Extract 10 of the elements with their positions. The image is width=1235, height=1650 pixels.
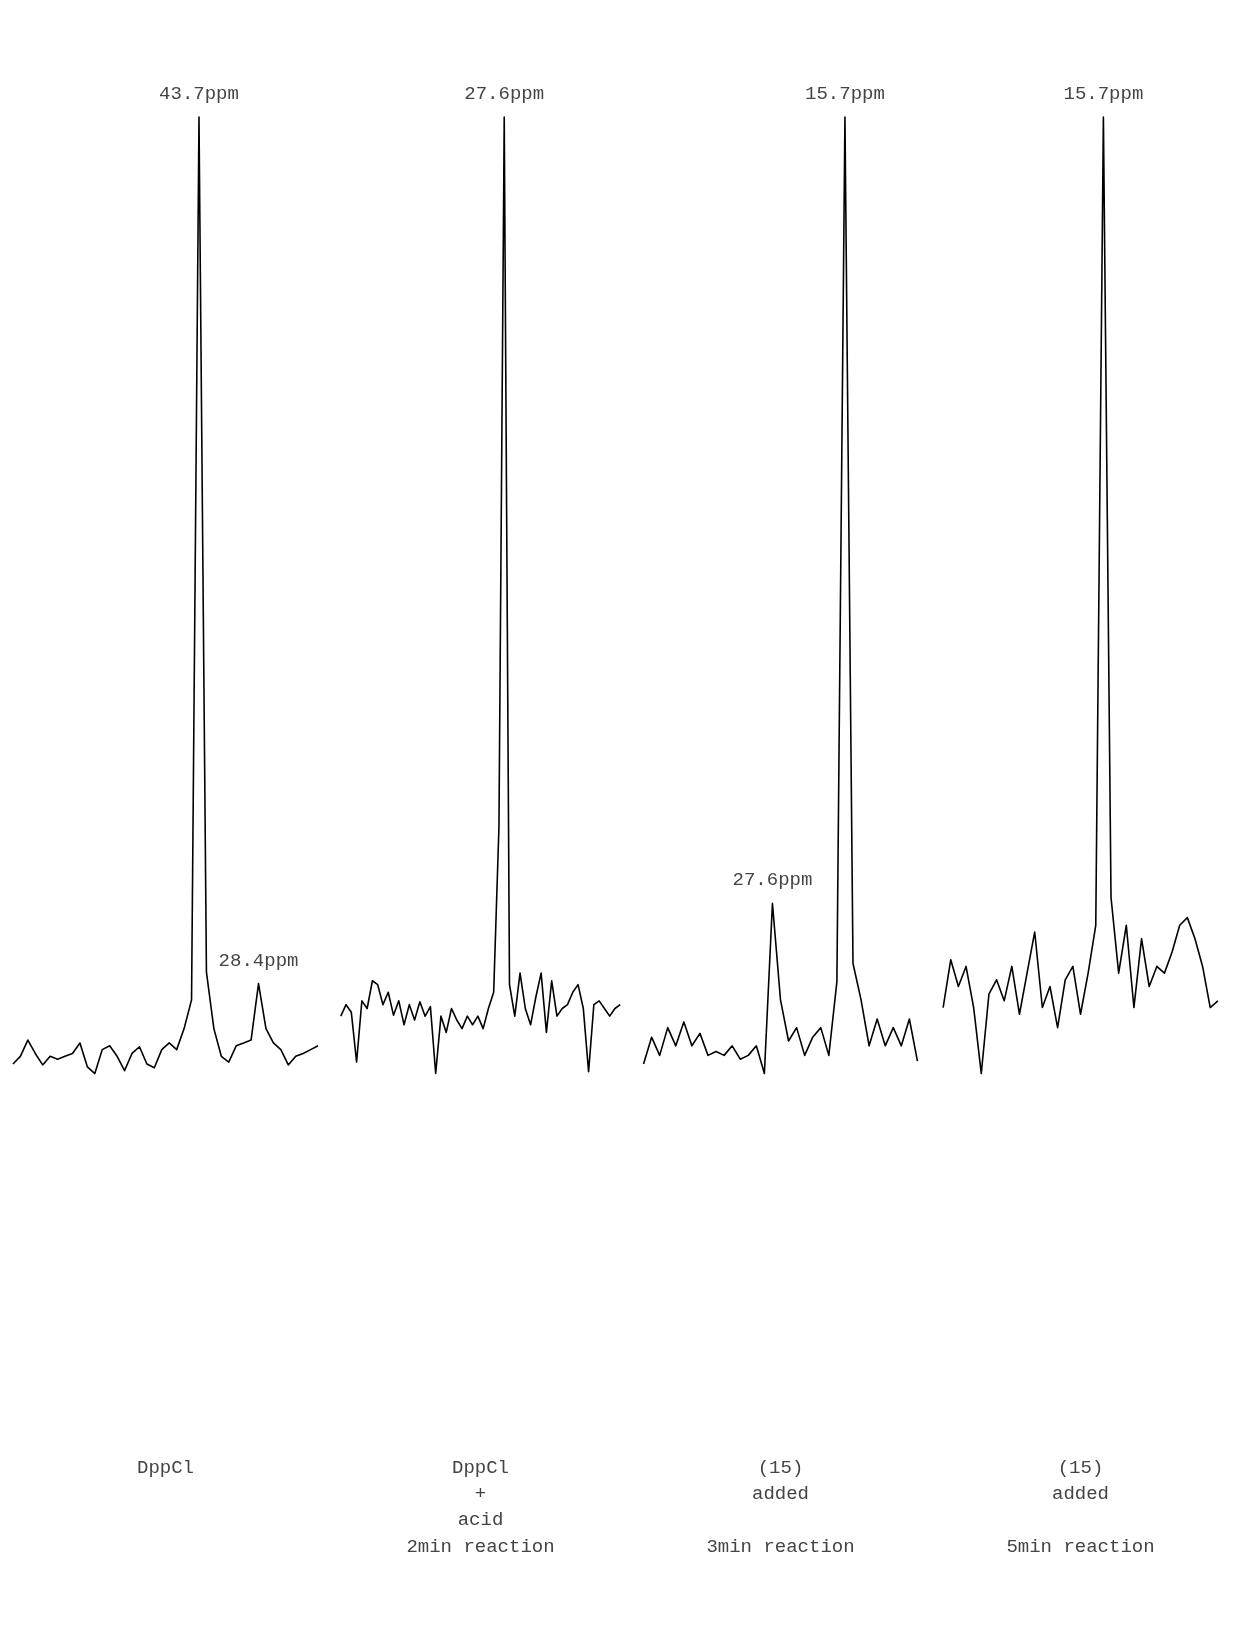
annotation: 27.6ppm — [732, 869, 813, 892]
annotation: 28.4ppm — [218, 949, 299, 972]
x-axis-title: DppCl + acid 2min reaction — [406, 1456, 555, 1558]
text: (15) added 3min reaction — [706, 1456, 855, 1558]
annotation: 27.6ppm — [464, 83, 545, 106]
annotation: 15.7ppm — [805, 83, 885, 106]
text: (15) added 5min reaction — [1006, 1456, 1155, 1558]
annotation: 15.7ppm — [1063, 83, 1144, 106]
annotation: 43.7ppm — [159, 83, 239, 106]
x-axis-title: DppCl — [137, 1456, 195, 1479]
